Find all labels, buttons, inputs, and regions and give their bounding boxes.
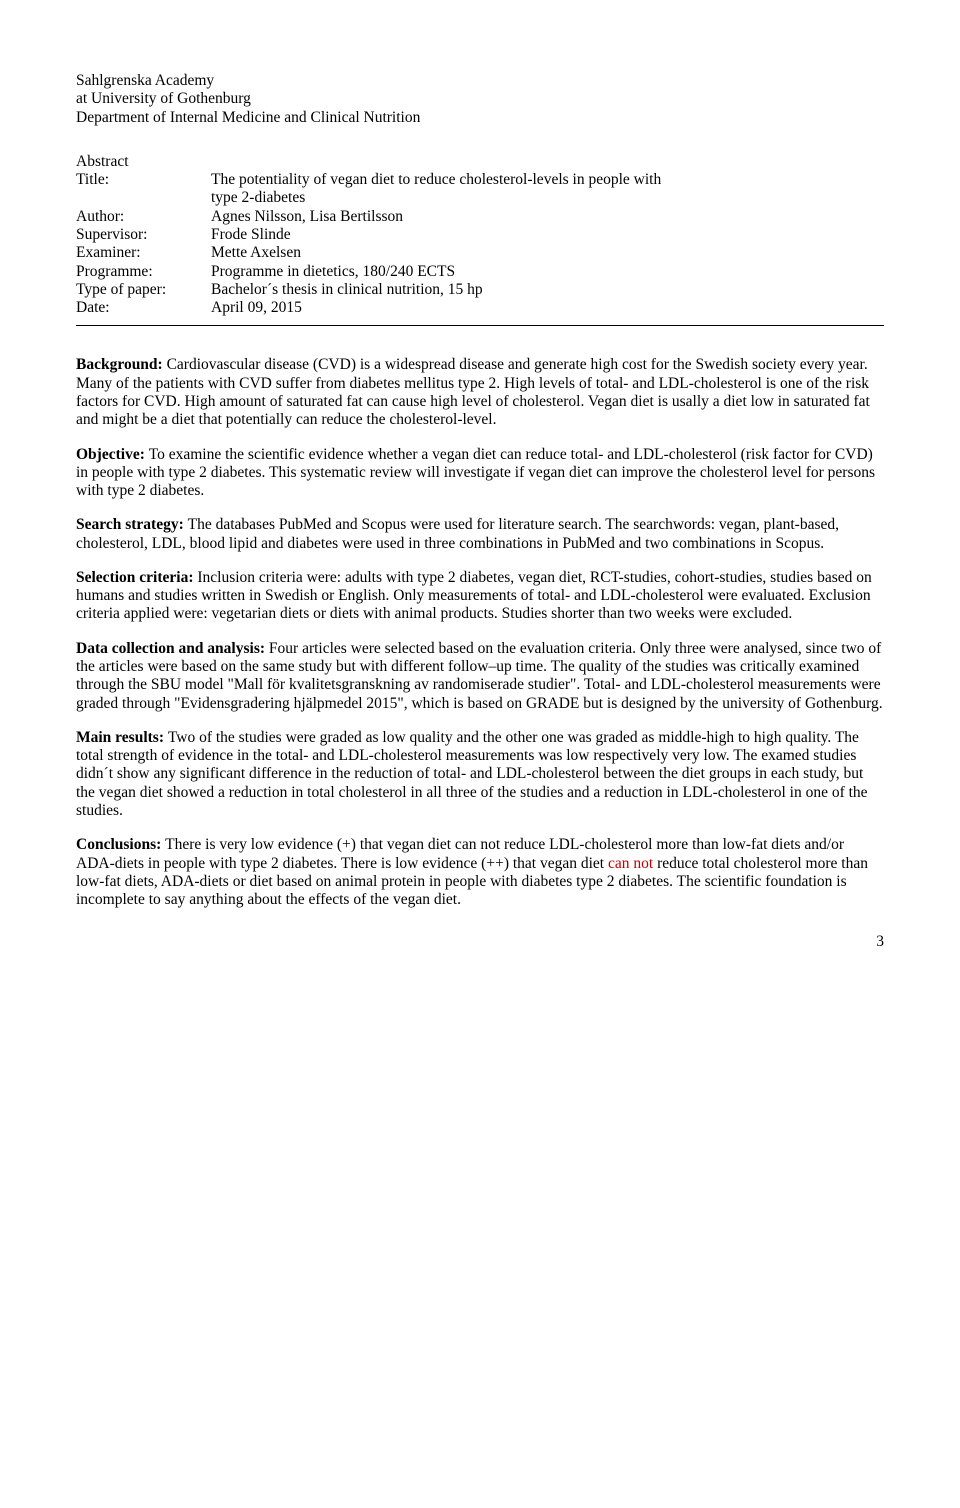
search-paragraph: Search strategy: The databases PubMed an… xyxy=(76,516,884,553)
meta-date-value: April 09, 2015 xyxy=(211,299,884,317)
meta-author-value: Agnes Nilsson, Lisa Bertilsson xyxy=(211,208,884,226)
metadata-table: Title: The potentiality of vegan diet to… xyxy=(76,171,884,317)
background-paragraph: Background: Cardiovascular disease (CVD)… xyxy=(76,356,884,429)
conclusions-red-text: can not xyxy=(608,855,653,872)
abstract-label: Abstract xyxy=(76,153,884,171)
meta-row-author: Author: Agnes Nilsson, Lisa Bertilsson xyxy=(76,208,884,226)
data-label: Data collection and analysis: xyxy=(76,640,269,657)
meta-row-date: Date: April 09, 2015 xyxy=(76,299,884,317)
meta-title-line1: The potentiality of vegan diet to reduce… xyxy=(211,171,884,189)
meta-examiner-label: Examiner: xyxy=(76,244,211,262)
data-paragraph: Data collection and analysis: Four artic… xyxy=(76,640,884,713)
meta-date-label: Date: xyxy=(76,299,211,317)
meta-row-programme: Programme: Programme in dietetics, 180/2… xyxy=(76,263,884,281)
selection-label: Selection criteria: xyxy=(76,569,197,586)
meta-programme-value: Programme in dietetics, 180/240 ECTS xyxy=(211,263,884,281)
background-label: Background: xyxy=(76,356,167,373)
objective-label: Objective: xyxy=(76,446,149,463)
meta-title-value: The potentiality of vegan diet to reduce… xyxy=(211,171,884,208)
meta-row-supervisor: Supervisor: Frode Slinde xyxy=(76,226,884,244)
selection-paragraph: Selection criteria: Inclusion criteria w… xyxy=(76,569,884,624)
results-paragraph: Main results: Two of the studies were gr… xyxy=(76,729,884,820)
meta-row-examiner: Examiner: Mette Axelsen xyxy=(76,244,884,262)
meta-title-label: Title: xyxy=(76,171,211,208)
background-text: Cardiovascular disease (CVD) is a widesp… xyxy=(76,356,870,428)
separator-rule xyxy=(76,325,884,326)
meta-type-value: Bachelor´s thesis in clinical nutrition,… xyxy=(211,281,884,299)
meta-row-title: Title: The potentiality of vegan diet to… xyxy=(76,171,884,208)
meta-title-line2: type 2-diabetes xyxy=(211,189,884,207)
conclusions-label: Conclusions: xyxy=(76,836,165,853)
header-line-3: Department of Internal Medicine and Clin… xyxy=(76,109,884,127)
header-line-1: Sahlgrenska Academy xyxy=(76,72,884,90)
meta-supervisor-value: Frode Slinde xyxy=(211,226,884,244)
meta-row-type: Type of paper: Bachelor´s thesis in clin… xyxy=(76,281,884,299)
meta-author-label: Author: xyxy=(76,208,211,226)
institution-header: Sahlgrenska Academy at University of Got… xyxy=(76,72,884,127)
results-text: Two of the studies were graded as low qu… xyxy=(76,729,868,819)
search-label: Search strategy: xyxy=(76,516,188,533)
objective-paragraph: Objective: To examine the scientific evi… xyxy=(76,446,884,501)
meta-examiner-value: Mette Axelsen xyxy=(211,244,884,262)
meta-type-label: Type of paper: xyxy=(76,281,211,299)
page-number: 3 xyxy=(76,933,884,951)
conclusions-paragraph: Conclusions: There is very low evidence … xyxy=(76,836,884,909)
results-label: Main results: xyxy=(76,729,168,746)
meta-supervisor-label: Supervisor: xyxy=(76,226,211,244)
objective-text: To examine the scientific evidence wheth… xyxy=(76,446,875,500)
header-line-2: at University of Gothenburg xyxy=(76,90,884,108)
meta-programme-label: Programme: xyxy=(76,263,211,281)
search-text: The databases PubMed and Scopus were use… xyxy=(76,516,839,551)
